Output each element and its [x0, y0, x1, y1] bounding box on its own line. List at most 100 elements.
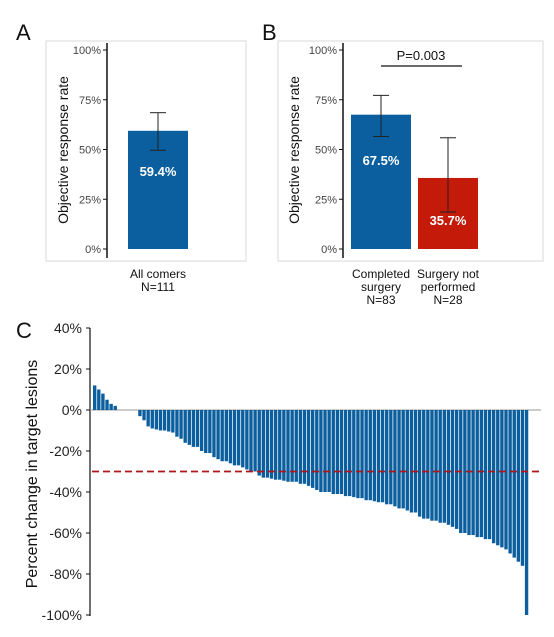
- waterfall-bar: [323, 410, 327, 492]
- waterfall-bar: [401, 410, 405, 509]
- waterfall-bar: [249, 410, 253, 472]
- waterfall-bar: [150, 410, 154, 429]
- panel-b-p-value: P=0.003: [397, 48, 446, 63]
- waterfall-bar: [471, 410, 475, 536]
- waterfall-bar: [331, 410, 335, 495]
- waterfall-bar: [204, 410, 208, 454]
- y-tick-label: 40%: [54, 320, 82, 336]
- waterfall-bar: [500, 410, 504, 548]
- y-tick-label: 50%: [79, 145, 101, 157]
- waterfall-bar: [343, 410, 348, 497]
- waterfall-bar: [216, 410, 220, 460]
- y-tick-label: 75%: [79, 95, 101, 107]
- panel-b-y-axis-label: Objective response rate: [286, 76, 302, 224]
- waterfall-bar: [434, 410, 438, 521]
- bar-value-label: 67.5%: [363, 153, 400, 168]
- waterfall-bar: [413, 410, 418, 513]
- y-tick-label: 100%: [309, 45, 337, 57]
- panel-b-frame: [277, 40, 544, 262]
- panel-a: A 0% 25% 50% 75% 100% Objective response rat…: [16, 20, 247, 294]
- category-label: N=111: [141, 280, 175, 294]
- waterfall-bar: [228, 410, 233, 464]
- category-label: Surgery not: [417, 267, 480, 281]
- waterfall-bar: [93, 385, 97, 410]
- y-tick-label: 100%: [73, 45, 101, 57]
- waterfall-bar: [356, 410, 360, 499]
- y-tick-label: 0%: [62, 402, 82, 418]
- waterfall-bar: [273, 410, 278, 480]
- waterfall-bar: [438, 410, 442, 523]
- waterfall-bar: [450, 410, 455, 527]
- waterfall-bar: [352, 410, 356, 498]
- waterfall-bar: [167, 410, 171, 432]
- waterfall-bar: [339, 410, 344, 495]
- waterfall-bar: [385, 410, 389, 505]
- panel-c-bars: [93, 385, 529, 615]
- waterfall-bar: [508, 410, 512, 554]
- waterfall-bar: [245, 410, 249, 470]
- waterfall-bar: [183, 410, 187, 443]
- waterfall-bar: [208, 410, 212, 454]
- waterfall-bar: [319, 410, 323, 492]
- waterfall-bar: [146, 410, 150, 427]
- waterfall-bar: [409, 410, 414, 513]
- waterfall-bar: [162, 410, 167, 431]
- waterfall-bar: [191, 410, 196, 447]
- panel-b-bars: 67.5% 35.7%: [351, 94, 478, 249]
- y-tick-label: 25%: [315, 194, 337, 206]
- waterfall-bar: [241, 410, 245, 468]
- y-tick-label: 0%: [321, 244, 337, 256]
- waterfall-bar: [224, 410, 228, 462]
- waterfall-bar: [306, 410, 311, 486]
- waterfall-bar: [195, 410, 200, 447]
- waterfall-bar: [278, 410, 282, 480]
- waterfall-bar: [335, 410, 340, 495]
- category-label: All comers: [130, 267, 186, 281]
- y-tick-label: 25%: [79, 194, 101, 206]
- waterfall-bar: [446, 410, 451, 525]
- y-tick-label: 20%: [54, 361, 82, 377]
- category-label: N=28: [433, 293, 462, 307]
- waterfall-bar: [253, 410, 257, 472]
- waterfall-bar: [348, 410, 352, 497]
- waterfall-bar: [261, 410, 266, 478]
- waterfall-bar: [463, 410, 467, 533]
- waterfall-bar: [158, 410, 163, 431]
- waterfall-bar: [315, 410, 319, 490]
- waterfall-bar: [286, 410, 290, 482]
- y-tick-label: -20%: [49, 443, 82, 459]
- waterfall-bar: [113, 405, 117, 410]
- waterfall-bar: [422, 410, 426, 519]
- panel-a-bars: 59.4%: [128, 112, 188, 249]
- y-tick-label: -60%: [49, 525, 82, 541]
- waterfall-bar: [257, 410, 261, 476]
- y-tick-label: -100%: [42, 607, 82, 623]
- panel-c-y-axis-label: Percent change in target lesions: [24, 360, 41, 589]
- waterfall-bar: [311, 410, 315, 488]
- waterfall-bar: [475, 410, 479, 538]
- y-tick-label: 75%: [315, 95, 337, 107]
- waterfall-bar: [483, 410, 488, 540]
- waterfall-bar: [294, 410, 298, 482]
- panel-c-y-ticks: -100% -80% -60% -40% -20% 0% 20% 40%: [42, 320, 90, 623]
- waterfall-bar: [212, 410, 216, 458]
- panel-a-letter: A: [16, 20, 31, 45]
- waterfall-bar: [496, 410, 500, 546]
- waterfall-bar: [467, 410, 471, 536]
- waterfall-bar: [282, 410, 286, 481]
- panel-b: B 0% 25% 50% 75% 100% Objective response rat…: [262, 20, 544, 307]
- waterfall-bar: [364, 410, 368, 501]
- panel-c: C -100% -80% -60% -40% -20% 0% 20% 40% Percent …: [16, 318, 541, 623]
- waterfall-bar: [491, 410, 496, 544]
- waterfall-bar: [327, 410, 331, 492]
- panel-a-frame: [45, 40, 247, 262]
- waterfall-bar: [372, 410, 377, 502]
- category-label: performed: [421, 280, 476, 294]
- waterfall-bar: [142, 410, 146, 421]
- y-tick-label: 0%: [85, 244, 101, 256]
- panel-b-y-ticks: 0% 25% 50% 75% 100%: [309, 45, 343, 256]
- waterfall-bar: [265, 410, 270, 478]
- bar-value-label: 35.7%: [430, 213, 467, 228]
